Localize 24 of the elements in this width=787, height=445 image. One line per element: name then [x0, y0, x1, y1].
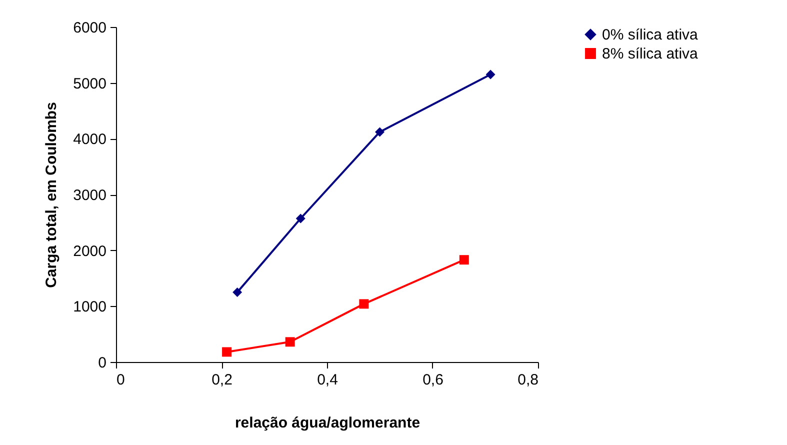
y-tick-label: 0 [98, 354, 106, 372]
point [285, 337, 295, 347]
x-tick-label: 0,8 [518, 372, 538, 388]
x-tick-label: 0,4 [317, 372, 338, 388]
y-tick-label: 6000 [73, 20, 106, 36]
x-tick-label: 0 [116, 372, 125, 388]
y-tick-label: 5000 [73, 75, 106, 92]
y-tick-label: 4000 [73, 131, 106, 148]
point [359, 299, 369, 309]
point [222, 347, 232, 357]
point [375, 127, 384, 137]
point [486, 70, 496, 80]
point [232, 287, 242, 297]
point [459, 255, 469, 265]
y-tick-label: 2000 [73, 242, 106, 260]
x-tick-label: 0,6 [422, 372, 444, 388]
legend-label: 8% sílica ativa [602, 46, 699, 62]
x-axis-title: relação água/aglomerante [234, 414, 420, 432]
y-axis-title: Carga total, em Coulombs [43, 102, 60, 288]
y-tick-label: 3000 [73, 187, 106, 204]
legend-label: 0% sílica ativa [602, 26, 699, 44]
x-tick-label: 0,2 [212, 372, 232, 388]
point [296, 214, 306, 224]
y-tick-label: 1000 [73, 298, 106, 316]
